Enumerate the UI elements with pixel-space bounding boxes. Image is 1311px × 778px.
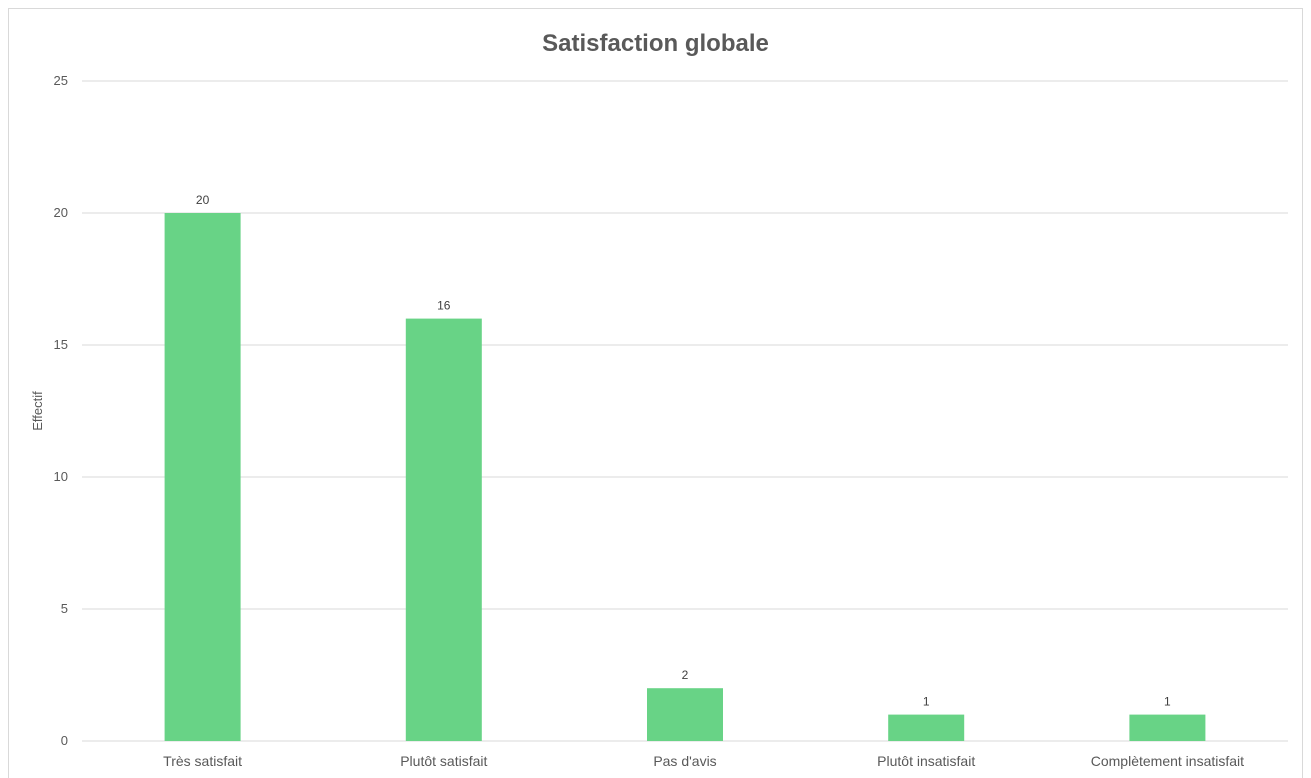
- x-axis-categories: Très satisfait Plutôt satisfait Pas d'avis…: [163, 753, 1244, 769]
- bar: [647, 688, 723, 741]
- category-label: Complètement insatisfait: [1091, 753, 1244, 769]
- data-label: 1: [1164, 695, 1171, 709]
- data-labels: 20 16 2 1 1: [196, 193, 1171, 709]
- bar: [888, 714, 965, 741]
- y-axis-title: Effectif: [30, 391, 45, 431]
- category-label: Pas d'avis: [653, 753, 716, 769]
- y-tick-label: 5: [61, 601, 68, 616]
- bar: [405, 318, 482, 741]
- bar: [1129, 714, 1206, 741]
- y-tick-label: 10: [54, 469, 68, 484]
- y-tick-label: 25: [54, 73, 68, 88]
- bar: [164, 213, 241, 741]
- grid-lines: [82, 80, 1288, 742]
- y-tick-label: 20: [54, 205, 68, 220]
- category-label: Plutôt satisfait: [400, 753, 487, 769]
- chart-title: Satisfaction globale: [542, 30, 769, 57]
- data-label: 20: [196, 193, 210, 207]
- category-label: Très satisfait: [163, 753, 242, 769]
- category-label: Plutôt insatisfait: [877, 753, 975, 769]
- y-tick-label: 15: [54, 337, 68, 352]
- data-label: 1: [923, 695, 930, 709]
- y-tick-label: 0: [61, 733, 68, 748]
- y-axis-ticks: 0 5 10 15 20 25: [54, 73, 68, 748]
- data-label: 16: [437, 299, 451, 313]
- bars: [164, 213, 1206, 741]
- data-label: 2: [682, 668, 689, 682]
